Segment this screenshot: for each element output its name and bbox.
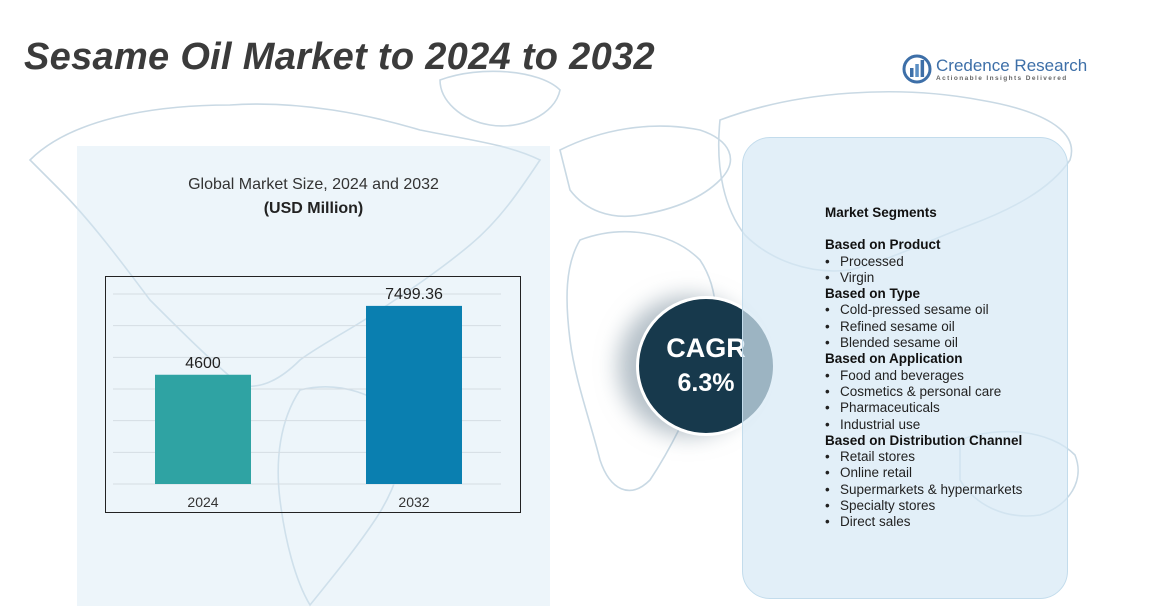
- bar-value-label: 7499.36: [385, 286, 443, 303]
- segment-item: Refined sesame oil: [825, 319, 1065, 336]
- segment-group-type: Based on Type Cold-pressed sesame oil Re…: [825, 286, 1065, 351]
- segment-group-title: Based on Product: [825, 237, 941, 253]
- segment-item: Blended sesame oil: [825, 335, 1065, 352]
- brand-tagline: Actionable Insights Delivered: [936, 75, 1068, 82]
- cagr-value: 6.3%: [677, 369, 735, 397]
- segments-panel: Market Segments Based on Product Process…: [742, 137, 1068, 599]
- segment-group-distribution-channel: Based on Distribution Channel Retail sto…: [825, 433, 1065, 531]
- chart-unit-label: (USD Million): [263, 200, 364, 217]
- segment-item: Cold-pressed sesame oil: [825, 302, 1065, 319]
- bar-chart: 4600 2024 7499.36 2032: [105, 276, 521, 513]
- x-tick-label: 2024: [187, 494, 218, 510]
- chart-title: Global Market Size, 2024 and 2032: [188, 176, 439, 193]
- europe-outline: [559, 125, 732, 218]
- africa-outline: [566, 231, 717, 492]
- north-america-outline: [28, 103, 542, 387]
- segment-group-product: Based on Product Processed Virgin: [825, 237, 1065, 286]
- segment-group-title: Based on Application: [825, 351, 963, 367]
- segment-item: Supermarkets & hypermarkets: [825, 482, 1065, 499]
- segment-item: Industrial use: [825, 417, 1065, 434]
- plot-frame: [105, 276, 521, 513]
- bar-value-label: 4600: [185, 355, 221, 372]
- segment-group-application: Based on Application Food and beverages …: [825, 351, 1065, 434]
- segment-item: Virgin: [825, 270, 1065, 287]
- brand-logo-block: Credence Research Actionable Insights De…: [902, 52, 1102, 88]
- bar-2024: [155, 374, 251, 484]
- brand-name: Credence Research: [936, 56, 1088, 75]
- segment-item: Specialty stores: [825, 498, 1065, 515]
- segments-heading: Market Segments: [825, 205, 937, 220]
- segment-item: Online retail: [825, 465, 1065, 482]
- segment-item: Retail stores: [825, 449, 1065, 466]
- segment-group-title: Based on Type: [825, 286, 921, 302]
- segment-group-title: Based on Distribution Channel: [825, 432, 1023, 448]
- segment-item: Food and beverages: [825, 368, 1065, 385]
- x-tick-label: 2032: [398, 494, 429, 510]
- segment-item: Cosmetics & personal care: [825, 384, 1065, 401]
- page-title: Sesame Oil Market to 2024 to 2032: [24, 36, 655, 78]
- segment-item: Pharmaceuticals: [825, 400, 1065, 417]
- bar-2032: [366, 305, 462, 484]
- credence-logo-icon: [902, 54, 932, 84]
- segment-item: Processed: [825, 254, 1065, 271]
- greenland-outline: [439, 70, 561, 127]
- cagr-label: CAGR: [666, 333, 746, 363]
- segments-content: Market Segments Based on Product Process…: [825, 205, 1065, 531]
- segment-item: Direct sales: [825, 514, 1065, 531]
- chart-panel: Global Market Size, 2024 and 2032 (USD M…: [77, 146, 550, 606]
